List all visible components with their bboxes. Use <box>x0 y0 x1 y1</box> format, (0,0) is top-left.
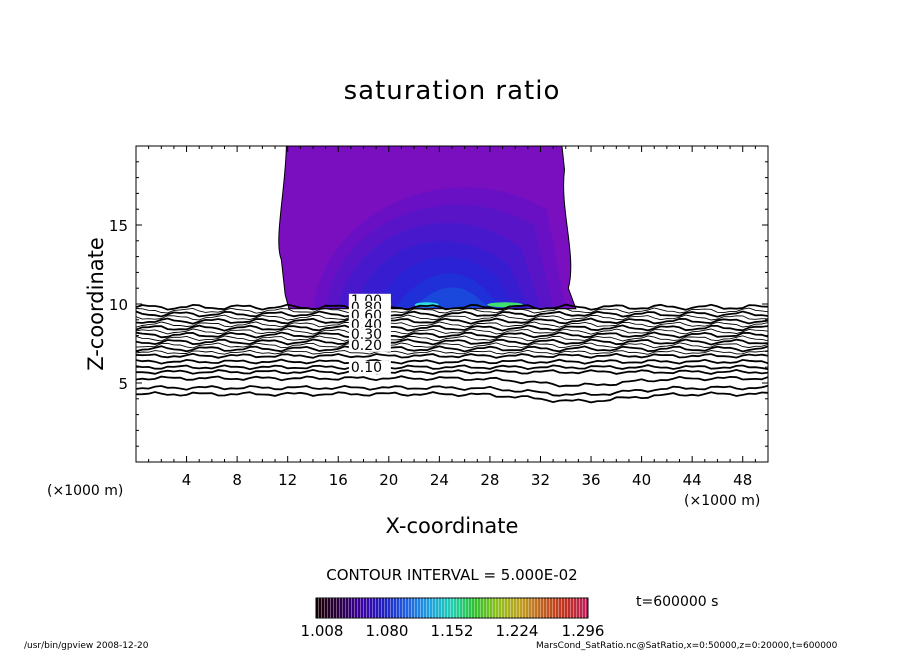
contour-line <box>136 338 768 346</box>
contour-line <box>136 364 768 371</box>
contour-interval-label: CONTOUR INTERVAL = 5.000E-02 <box>326 566 578 584</box>
x-tick-label: 48 <box>733 471 752 489</box>
colorbar-label-0: 1.008 <box>300 622 344 640</box>
contour-line <box>136 331 768 339</box>
colorbar-label-1: 1.080 <box>365 622 409 640</box>
colorbar <box>315 597 589 619</box>
x-tick-label: 32 <box>531 471 550 489</box>
contour-line <box>136 368 768 375</box>
time-label: t=600000 s <box>636 594 719 610</box>
x-unit-right: (×1000 m) <box>684 493 761 509</box>
x-axis-ticks: 4 8 12 16 20 24 28 32 36 40 44 48 <box>148 146 756 489</box>
contour-line <box>136 303 768 311</box>
x-tick-label: 20 <box>379 471 398 489</box>
contour-line <box>136 352 768 359</box>
footer-right: MarsCond_SatRatio.nc@SatRatio,x=0:50000,… <box>536 641 838 651</box>
supersaturated-region <box>278 146 577 310</box>
contour-line <box>136 314 768 321</box>
colorbar-label-4: 1.296 <box>561 622 605 640</box>
contour-label-bg <box>348 360 391 374</box>
contour-line <box>136 375 768 388</box>
x-tick-label: 8 <box>232 471 242 489</box>
contour-line <box>136 321 768 328</box>
y-axis-title: Z-coordinate <box>84 237 108 371</box>
contour-line <box>136 328 768 335</box>
footer-left: /usr/bin/gpview 2008-12-20 <box>24 641 149 651</box>
colorbar-stripes <box>316 598 588 618</box>
x-tick-label: 4 <box>182 471 192 489</box>
x-tick-label: 28 <box>480 471 499 489</box>
y-tick-label: 10 <box>109 296 128 314</box>
colorbar-label-2: 1.152 <box>430 622 474 640</box>
contour-label: 0.20 <box>351 338 382 354</box>
contour-line <box>136 342 768 349</box>
contour-label-bg <box>348 327 391 341</box>
colorbar-label-3: 1.224 <box>495 622 539 640</box>
x-tick-label: 36 <box>581 471 600 489</box>
x-tick-label: 16 <box>329 471 348 489</box>
contour-line <box>136 358 768 365</box>
contour-line <box>136 307 768 314</box>
contour-labels: 1.000.800.600.400.300.200.10 <box>348 293 391 376</box>
contour-line <box>136 324 768 332</box>
x-tick-label: 40 <box>632 471 651 489</box>
y-axis-ticks: 5 10 15 <box>109 161 768 447</box>
contour-line <box>136 391 768 404</box>
contour-line <box>136 310 768 318</box>
contour-line <box>136 384 768 397</box>
contour-label: 0.10 <box>351 360 382 376</box>
x-axis-title: X-coordinate <box>385 514 519 538</box>
contour-line <box>136 349 768 355</box>
y-tick-label: 15 <box>109 217 128 235</box>
x-unit-left: (×1000 m) <box>47 483 124 499</box>
x-tick-label: 44 <box>683 471 702 489</box>
x-tick-label: 24 <box>430 471 449 489</box>
contour-label-bg <box>348 338 391 352</box>
contour-line <box>136 335 768 342</box>
contour-line <box>136 317 768 325</box>
chart-title: saturation ratio <box>343 76 561 106</box>
contour-label: 0.30 <box>351 327 382 343</box>
x-tick-label: 12 <box>278 471 297 489</box>
contour-line <box>136 345 768 353</box>
contour-lines <box>136 303 768 404</box>
y-tick-label: 5 <box>118 375 128 393</box>
